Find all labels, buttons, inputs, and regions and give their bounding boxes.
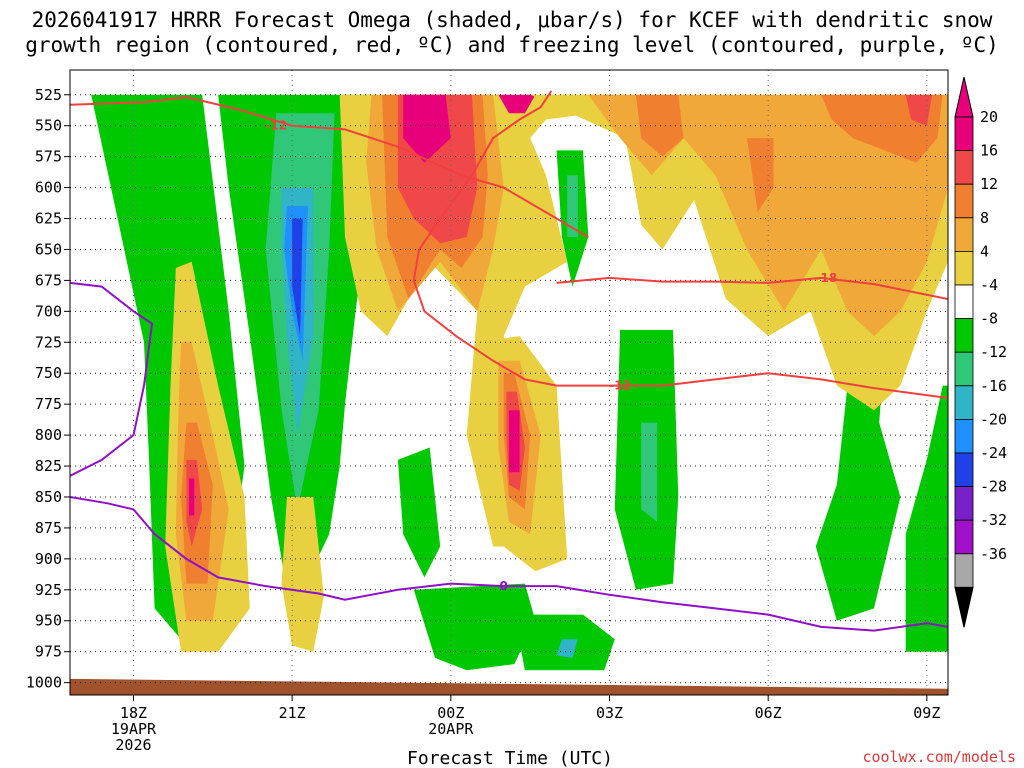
colorbar-label-12: -32: [980, 511, 1007, 529]
omega-region-7: [413, 583, 536, 671]
colorbar-bottom-arrow: [954, 586, 974, 628]
colorbar-swatch-1: [954, 150, 974, 185]
colorbar-label-1: 16: [980, 142, 998, 160]
omega-region-38: [747, 138, 774, 213]
dendritic-contour-label-1: -18: [816, 271, 838, 285]
colorbar-label-3: 8: [980, 209, 989, 227]
colorbar-swatch-3: [954, 217, 974, 252]
y-tick-label-775: 775: [35, 395, 62, 413]
credit-text: coolwx.com/models: [862, 748, 1016, 766]
omega-region-34: [498, 94, 536, 114]
x-tick-label-0-2: 2026: [115, 736, 151, 754]
colorbar-swatch-5: [954, 284, 974, 319]
omega-shading: [70, 94, 948, 695]
colorbar-swatch-11: [954, 486, 974, 521]
omega-region-9: [556, 639, 578, 658]
y-tick-label-550: 550: [35, 117, 62, 135]
colorbar-swatch-4: [954, 250, 974, 286]
y-tick-label-625: 625: [35, 210, 62, 228]
omega-region-23: [189, 478, 195, 516]
contour-lines: -12 -18 -12 0: [70, 90, 948, 632]
chart-title-line1: 2026041917 HRRR Forecast Omega (shaded, …: [32, 8, 993, 32]
colorbar-swatch-6: [954, 318, 974, 353]
colorbar-label-7: -12: [980, 343, 1007, 361]
colorbar-top-arrow: [954, 76, 974, 118]
omega-region-37: [635, 94, 684, 157]
grid: [70, 70, 948, 695]
colorbar-label-6: -8: [980, 310, 998, 328]
colorbar-swatch-8: [954, 385, 974, 420]
y-tick-label-600: 600: [35, 179, 62, 197]
plot-frame: [69, 69, 949, 696]
colorbar-label-5: -4: [980, 276, 998, 294]
colorbar-label-0: 20: [980, 108, 998, 126]
y-tick-label-750: 750: [35, 364, 62, 382]
y-tick-label-700: 700: [35, 302, 62, 320]
colorbar-label-11: -28: [980, 478, 1007, 496]
y-axis: 525 550 575 600 625 650 675 700 725 750 775 800 825 8…: [26, 86, 70, 692]
omega-region-16: [905, 385, 948, 652]
omega-region-14: [567, 175, 578, 238]
chart-title-line2: growth region (contoured, red, ºC) and f…: [25, 33, 999, 57]
colorbar-swatch-13: [954, 553, 974, 588]
x-tick-label-6-1: 20APR: [428, 720, 474, 738]
omega-region-5: [292, 218, 303, 337]
y-tick-label-725: 725: [35, 333, 62, 351]
dendritic-contour-line-3: [412, 90, 557, 387]
freezing-contour-line-0: [70, 281, 154, 477]
freezing-contour-label-1: 0: [500, 579, 508, 593]
colorbar-swatch-9: [954, 418, 974, 454]
omega-region-40: [905, 94, 933, 126]
y-tick-label-925: 925: [35, 581, 62, 599]
y-tick-label-825: 825: [35, 457, 62, 475]
omega-region-12: [641, 422, 658, 522]
x-tick-label-9-0: 03Z: [596, 704, 623, 722]
y-tick-label-675: 675: [35, 271, 62, 289]
colorbar-label-4: 4: [980, 242, 989, 260]
colorbar-swatch-0: [954, 116, 974, 151]
colorbar: 20 16 12 8 4 -4 -8 -12 -16 -20 -24 -28 -32 -36: [954, 76, 1007, 628]
y-tick-label-800: 800: [35, 426, 62, 444]
dendritic-contour-line-1: [556, 276, 948, 300]
y-tick-label-575: 575: [35, 148, 62, 166]
colorbar-label-8: -16: [980, 377, 1007, 395]
x-tick-label-6-0: 00Z: [437, 704, 464, 722]
x-axis-label: Forecast Time (UTC): [407, 748, 613, 768]
omega-region-6: [397, 447, 441, 578]
y-tick-label-875: 875: [35, 519, 62, 537]
x-tick-label-0-1: 19APR: [111, 720, 157, 738]
dendritic-contour-label-0: -12: [265, 119, 287, 133]
y-tick-label-650: 650: [35, 240, 62, 258]
terrain-surface: [70, 678, 948, 695]
y-tick-label-900: 900: [35, 550, 62, 568]
x-tick-label-0-0: 18Z: [120, 704, 147, 722]
x-tick-label-3-0: 21Z: [279, 704, 306, 722]
omega-region-33: [509, 410, 520, 473]
colorbar-swatch-7: [954, 351, 974, 387]
y-tick-label-975: 975: [35, 643, 62, 661]
y-tick-label-950: 950: [35, 612, 62, 630]
colorbar-swatch-10: [954, 452, 974, 487]
x-tick-label-15-0: 09Z: [913, 704, 940, 722]
dendritic-contour-line-0: [70, 96, 589, 238]
y-tick-label-1000: 1000: [26, 674, 62, 692]
y-tick-label-850: 850: [35, 488, 62, 506]
x-tick-label-12-0: 06Z: [755, 704, 782, 722]
y-tick-label-525: 525: [35, 86, 62, 104]
colorbar-swatch-12: [954, 519, 974, 555]
dendritic-contour-label-2: -12: [609, 379, 631, 393]
colorbar-label-13: -36: [980, 545, 1007, 563]
omega-region-32: [403, 94, 451, 163]
dendritic-contour-line-2: [556, 372, 948, 399]
omega-region-15: [815, 336, 901, 621]
freezing-contour-line-1: [70, 496, 948, 632]
colorbar-swatch-2: [954, 183, 974, 219]
colorbar-label-2: 12: [980, 175, 998, 193]
colorbar-label-10: -24: [980, 444, 1007, 462]
colorbar-label-9: -20: [980, 410, 1007, 428]
